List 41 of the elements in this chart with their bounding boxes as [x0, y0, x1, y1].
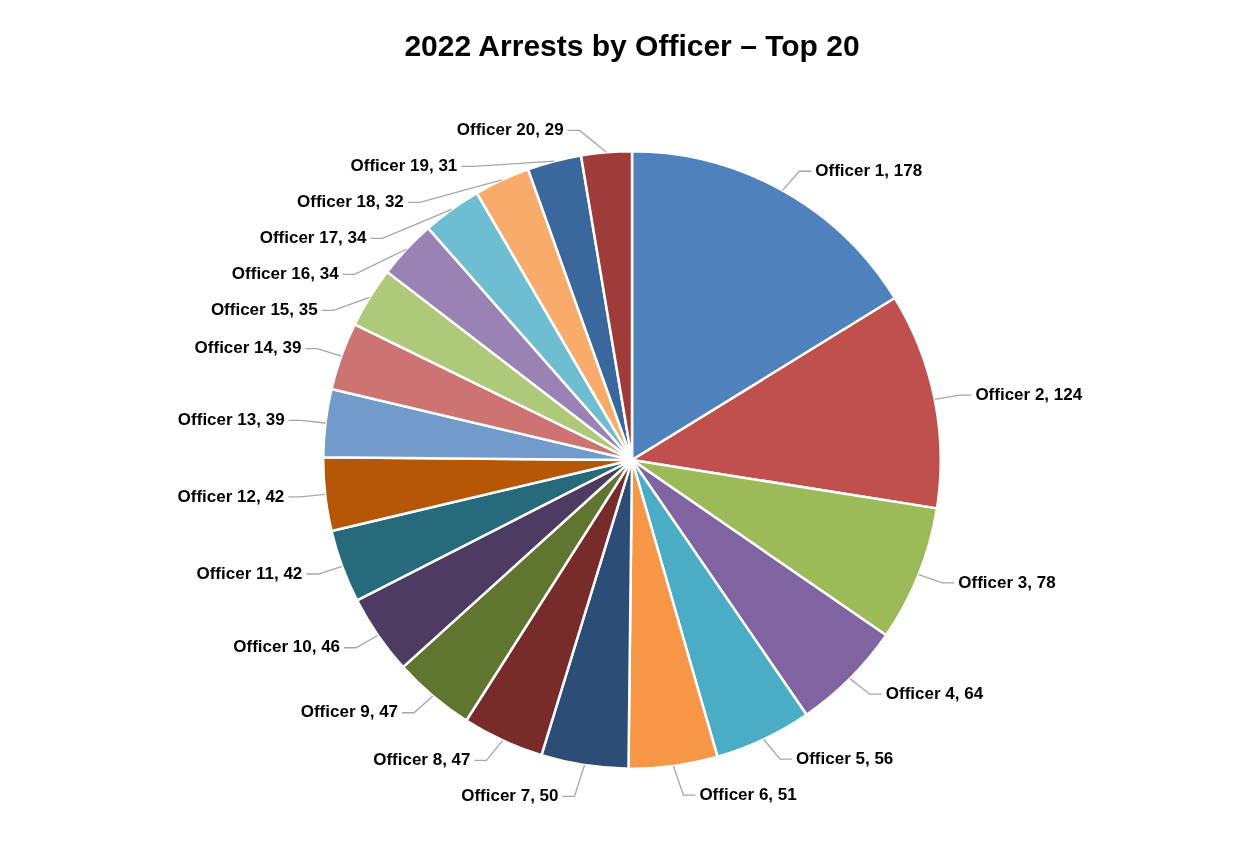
slice-label: Officer 4 — [885, 683, 956, 703]
chart-title: 2022 Arrests by Officer – Top 20 — [404, 29, 860, 63]
data-label: , 47 — [369, 702, 399, 722]
slice-label: Officer 6 — [699, 784, 769, 804]
data-label: , 31 — [428, 156, 458, 176]
data-label: , 42 — [255, 486, 285, 506]
data-label: , 34 — [338, 228, 367, 248]
slice-label: Officer 3 — [958, 572, 1028, 592]
slice-label: Officer 13 — [177, 410, 257, 430]
slice-label: Officer 8 — [373, 750, 443, 770]
data-label: , 64 — [954, 683, 984, 703]
data-label: , 78 — [1027, 572, 1056, 592]
slice-label: Officer 17 — [259, 228, 339, 248]
slice-label: Officer 15 — [210, 300, 290, 320]
slice-label: Officer 11 — [196, 563, 274, 583]
data-label: , 39 — [256, 410, 285, 430]
slice-label: Officer 1 — [815, 160, 885, 180]
slice-label: Officer 10 — [233, 637, 312, 657]
data-label: , 34 — [310, 264, 340, 284]
data-label: , 47 — [442, 750, 471, 770]
data-label: , 51 — [768, 784, 797, 804]
slice-label: Officer 2 — [975, 384, 1045, 404]
slice-label: Officer 12 — [177, 486, 256, 506]
data-label: , 56 — [864, 748, 894, 768]
data-label: , 35 — [289, 300, 318, 320]
data-label: , 124 — [1044, 384, 1083, 404]
slice-label: Officer 14 — [194, 338, 274, 358]
slice-label: Officer 20 — [456, 120, 536, 140]
slice-label: Officer 16 — [231, 264, 311, 284]
slice-label: Officer 7 — [461, 786, 531, 806]
data-label: , 50 — [530, 786, 559, 806]
data-label: , 42 — [273, 563, 303, 583]
slice-label: Officer 5 — [795, 748, 865, 768]
data-label: , 32 — [375, 192, 404, 212]
data-label: , 178 — [884, 160, 923, 180]
slice-label: Officer 18 — [297, 192, 376, 212]
slice-label: Officer 9 — [300, 702, 370, 722]
data-label: , 39 — [273, 338, 302, 358]
data-label: , 46 — [311, 637, 341, 657]
data-label: , 29 — [535, 120, 564, 140]
slice-label: Officer 19 — [350, 156, 429, 176]
